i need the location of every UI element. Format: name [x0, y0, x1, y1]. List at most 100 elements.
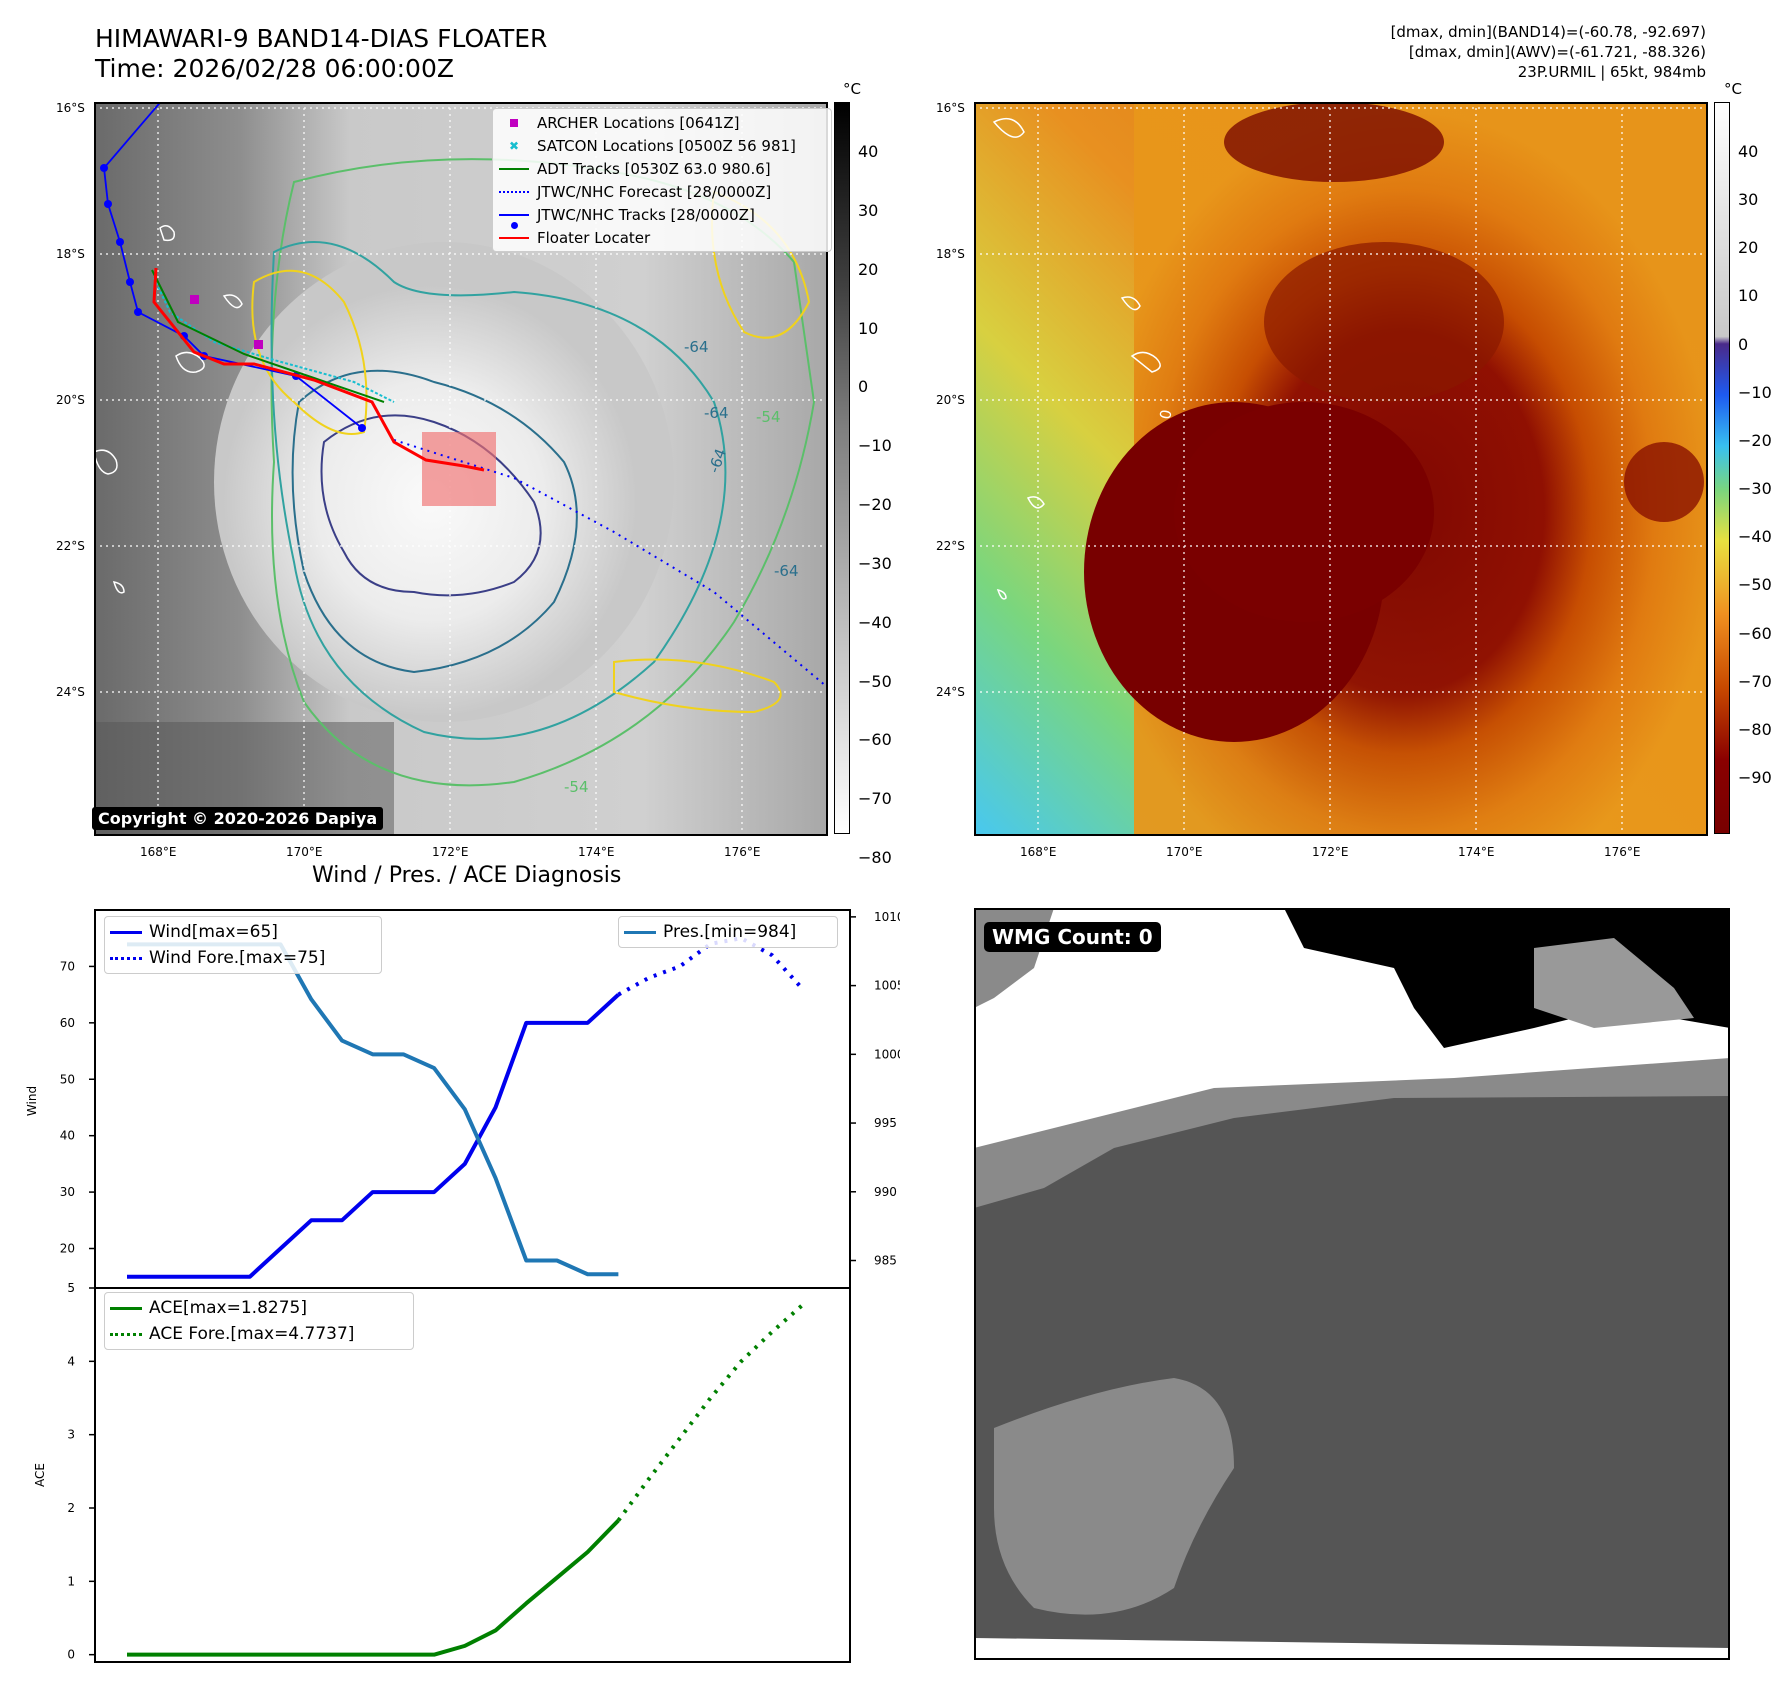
diagnosis-chart: Wind Pressure ACE 2030405060709859909951…	[25, 909, 900, 1663]
lat-tick: 18°S	[56, 247, 85, 261]
legend-wind-forecast: Wind Fore.[max=75]	[109, 945, 377, 971]
colorbar-tick-label: 10	[1738, 286, 1759, 306]
colorbar-tick-label: 10	[858, 318, 879, 338]
lon-tick: 170°E	[286, 845, 323, 859]
storm-info: 23P.URMIL | 65kt, 984mb	[1517, 63, 1706, 81]
lon-tick: 170°E	[1166, 845, 1203, 859]
pressure-tick-label: 1005	[874, 979, 900, 993]
legend-adt: ADT Tracks [0530Z 63.0 980.6]	[497, 157, 827, 180]
band14-range: [dmax, dmin](BAND14)=(-60.78, -92.697)	[1390, 23, 1706, 41]
wind-axis-label: Wind	[25, 1086, 39, 1116]
lon-tick: 176°E	[1604, 845, 1641, 859]
lon-tick: 172°E	[432, 845, 469, 859]
contour-label: -54	[756, 408, 781, 426]
legend-archer: ARCHER Locations [0641Z]	[497, 111, 827, 134]
legend-jtwc-tracks: JTWC/NHC Tracks [28/0000Z]	[497, 203, 827, 229]
colorbar-tick-label: −20	[1738, 430, 1772, 450]
colorbar-tick-label: −60	[858, 730, 892, 750]
series-line-0	[127, 993, 620, 1279]
ace-series-line-1	[616, 1303, 804, 1522]
wind-tick-label: 50	[60, 1072, 75, 1086]
wind-tick-label: 20	[60, 1242, 75, 1256]
lat-tick: 22°S	[936, 539, 965, 553]
colorbar-tick-label: 20	[858, 259, 879, 279]
lon-tick: 168°E	[140, 845, 177, 859]
colorbar-tick-label: 30	[858, 200, 879, 220]
colorbar-tick-label: −90	[1738, 768, 1772, 787]
figure-title: HIMAWARI-9 BAND14-DIAS FLOATER Time: 202…	[95, 24, 547, 84]
lat-tick: 20°S	[56, 393, 85, 407]
colorbar-tick-label: −30	[858, 553, 892, 573]
pressure-tick-label: 990	[874, 1185, 897, 1199]
lat-tick: 24°S	[936, 685, 965, 699]
ace-tick-label: 3	[67, 1428, 75, 1442]
wmg-count-badge: WMG Count: 0	[984, 922, 1161, 952]
lon-tick: 168°E	[1020, 845, 1057, 859]
wind-legend: Wind[max=65] Wind Fore.[max=75]	[104, 916, 382, 974]
colorbar-tick-label: 30	[1738, 190, 1759, 210]
awv-map-frame	[974, 102, 1708, 836]
observation-time: Time: 2026/02/28 06:00:00Z	[95, 54, 454, 83]
colorbar-left	[834, 102, 850, 834]
stats-block: [dmax, dmin](BAND14)=(-60.78, -92.697) […	[1391, 22, 1706, 82]
legend-jtwc-forecast: JTWC/NHC Forecast [28/0000Z]	[497, 180, 827, 203]
colorbar-tick-label: −10	[1738, 382, 1772, 402]
lat-tick: 22°S	[56, 539, 85, 553]
ace-tick-label: 5	[67, 1281, 75, 1295]
colorbar-tick-label: −50	[1738, 575, 1772, 595]
wind-tick-label: 60	[60, 1016, 75, 1030]
awv-map: 0	[974, 102, 1706, 834]
lon-tick: 174°E	[1458, 845, 1495, 859]
ace-tick-label: 0	[67, 1648, 75, 1662]
map-legend: ARCHER Locations [0641Z] ✖ SATCON Locati…	[492, 108, 832, 252]
colorbar-tick-label: −80	[858, 848, 892, 867]
contour-label: -64	[684, 338, 709, 356]
colorbar-right-ticks: 40 30 20 10 0 −10 −20 −30 −40 −50 −60 −70 −80 −90	[1738, 142, 1788, 824]
ace-series-line-0	[127, 1519, 620, 1657]
colorbar-unit: °C	[843, 80, 861, 98]
contour-label: -64	[774, 562, 799, 580]
wind-tick-label: 40	[60, 1129, 75, 1143]
pressure-legend: Pres.[min=984]	[618, 916, 838, 948]
colorbar-tick-label: −40	[858, 612, 892, 632]
colorbar-tick-label: −70	[858, 789, 892, 809]
colorbar-tick-label: −20	[858, 495, 892, 514]
wmg-frame	[974, 908, 1730, 1660]
wind-tick-label: 30	[60, 1185, 75, 1199]
pressure-tick-label: 995	[874, 1116, 897, 1130]
lat-tick: 24°S	[56, 685, 85, 699]
lat-tick: 16°S	[936, 101, 965, 115]
colorbar-tick-label: −40	[1738, 527, 1772, 547]
colorbar-tick-label: −80	[1738, 719, 1772, 739]
diagnosis-title: Wind / Pres. / ACE Diagnosis	[312, 863, 622, 888]
ace-tick-label: 4	[67, 1354, 75, 1368]
copyright-label: Copyright © 2020-2026 Dapiya	[92, 807, 384, 830]
colorbar-tick-label: 0	[858, 377, 869, 397]
satellite-title: HIMAWARI-9 BAND14-DIAS FLOATER	[95, 24, 548, 53]
legend-ace: ACE[max=1.8275]	[109, 1295, 409, 1321]
colorbar-unit: °C	[1724, 80, 1742, 98]
contour-label: -64	[704, 404, 729, 422]
lon-tick: 172°E	[1312, 845, 1349, 859]
legend-floater: Floater Locater	[497, 226, 827, 249]
ir-map-frame	[94, 102, 828, 836]
wind-tick-label: 70	[60, 959, 75, 973]
series-line-1	[617, 936, 805, 997]
pressure-tick-label: 1000	[874, 1047, 900, 1061]
colorbar-tick-label: −60	[1738, 623, 1772, 643]
colorbar-tick-label: 40	[858, 142, 879, 161]
lon-tick: 176°E	[724, 845, 761, 859]
lat-tick: 20°S	[936, 393, 965, 407]
series-line-2	[127, 942, 619, 1277]
colorbar-tick-label: −50	[858, 671, 892, 691]
ace-legend: ACE[max=1.8275] ACE Fore.[max=4.7737]	[104, 1292, 414, 1350]
contour-label: -54	[564, 778, 589, 796]
legend-ace-forecast: ACE Fore.[max=4.7737]	[109, 1321, 409, 1347]
ace-axis-label: ACE	[33, 1463, 47, 1487]
lon-tick: 174°E	[578, 845, 615, 859]
lat-tick: 18°S	[936, 247, 965, 261]
colorbar-tick-label: 20	[1738, 238, 1759, 258]
colorbar-tick-label: 0	[1738, 334, 1749, 354]
pressure-tick-label: 985	[874, 1254, 897, 1268]
